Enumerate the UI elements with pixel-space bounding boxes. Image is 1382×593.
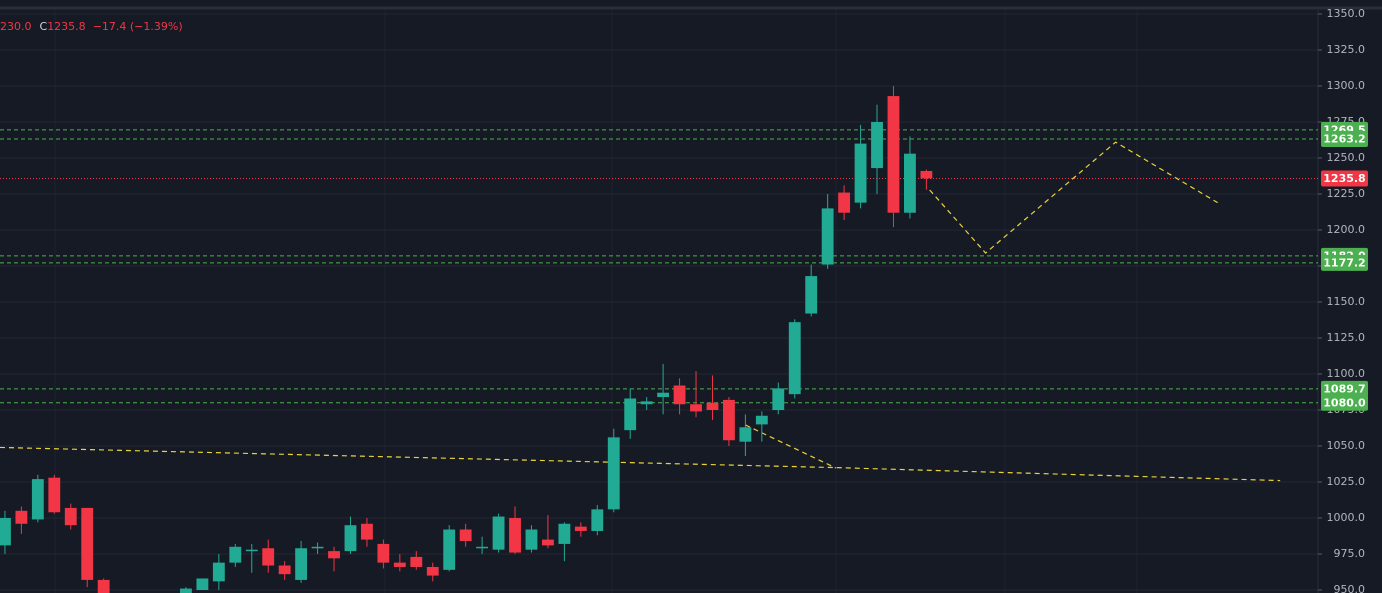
y-tick-label: 1200.0 bbox=[1327, 223, 1366, 236]
y-tick-label: 1350.0 bbox=[1327, 7, 1366, 20]
price-tag bbox=[1321, 170, 1368, 187]
y-tick-label: 975.0 bbox=[1334, 547, 1366, 560]
candle-body bbox=[755, 415, 768, 425]
ohlc-header: 230.0 C1235.8 −17.4 (−1.39%) bbox=[0, 20, 183, 33]
candle-body bbox=[97, 579, 110, 593]
candle-body bbox=[31, 479, 44, 520]
y-tick-label: 1250.0 bbox=[1327, 151, 1366, 164]
candle-body bbox=[673, 385, 686, 405]
candle-body bbox=[459, 529, 472, 542]
y-tick-label: 1325.0 bbox=[1327, 43, 1366, 56]
price-tag bbox=[1321, 130, 1368, 147]
price-tag bbox=[1321, 254, 1368, 271]
ohlc-text: 230.0 C1235.8 −17.4 (−1.39%) bbox=[0, 20, 183, 33]
candle-body bbox=[591, 509, 604, 531]
candle-body bbox=[525, 529, 538, 550]
candle-body bbox=[739, 427, 752, 442]
price-tag-label: 1080.0 bbox=[1323, 396, 1366, 409]
candle-body bbox=[443, 529, 456, 570]
candle-body bbox=[196, 578, 209, 590]
candle-body bbox=[542, 539, 554, 546]
candle-body bbox=[295, 548, 308, 580]
candle-body bbox=[838, 192, 851, 213]
y-tick-label: 1125.0 bbox=[1327, 331, 1366, 344]
candle-body bbox=[410, 556, 423, 567]
candle-body bbox=[476, 546, 489, 549]
candle-body bbox=[821, 208, 834, 265]
candle-body bbox=[887, 96, 900, 213]
candle-body bbox=[64, 507, 77, 526]
candle-body bbox=[262, 548, 275, 566]
y-tick-label: 1025.0 bbox=[1327, 475, 1366, 488]
candle-body bbox=[558, 523, 571, 544]
candle-body bbox=[624, 398, 637, 431]
candle-body bbox=[328, 551, 340, 559]
candle-body bbox=[920, 170, 933, 179]
candle-body bbox=[245, 549, 258, 552]
candle-body bbox=[48, 477, 61, 513]
price-tag bbox=[1321, 394, 1368, 411]
price-tag bbox=[1321, 380, 1368, 397]
candle-body bbox=[344, 525, 357, 552]
candle-body bbox=[492, 516, 505, 550]
candle-body bbox=[377, 543, 390, 563]
y-tick-label: 1100.0 bbox=[1327, 367, 1366, 380]
candle-body bbox=[278, 565, 291, 575]
y-tick-label: 950.0 bbox=[1334, 583, 1366, 593]
candle-body bbox=[706, 402, 719, 410]
candle-body bbox=[871, 122, 883, 169]
candle-body bbox=[212, 562, 225, 582]
candle-body bbox=[723, 399, 735, 441]
ohlc-part: C bbox=[40, 20, 48, 33]
candle-body bbox=[229, 546, 242, 563]
ohlc-part: 230.0 bbox=[0, 20, 32, 33]
y-tick-label: 1000.0 bbox=[1327, 511, 1366, 524]
candle-body bbox=[361, 523, 373, 540]
price-tag-label: 1263.2 bbox=[1323, 132, 1365, 145]
price-tag-label: 1089.7 bbox=[1323, 382, 1365, 395]
candle-body bbox=[607, 437, 620, 510]
price-axis: 950.0975.01000.01025.01050.01075.01100.0… bbox=[1318, 7, 1368, 593]
plot-area bbox=[0, 10, 1318, 593]
y-tick-label: 1150.0 bbox=[1327, 295, 1366, 308]
candle-body bbox=[772, 388, 785, 410]
y-tick-label: 1225.0 bbox=[1327, 187, 1366, 200]
ohlc-part: −17.4 (−1.39%) bbox=[93, 20, 183, 33]
candle-body bbox=[640, 401, 653, 405]
candle-body bbox=[426, 566, 439, 576]
candle-body bbox=[81, 507, 94, 580]
candle-body bbox=[0, 518, 11, 546]
candle-body bbox=[311, 546, 324, 549]
candle-body bbox=[15, 510, 28, 524]
candle-body bbox=[904, 153, 916, 213]
candle-body bbox=[180, 588, 192, 593]
candle-body bbox=[788, 322, 801, 395]
candle-body bbox=[393, 562, 406, 567]
y-tick-label: 1300.0 bbox=[1327, 79, 1366, 92]
ohlc-part: 1235.8 bbox=[47, 20, 86, 33]
candle-body bbox=[574, 526, 587, 531]
candle-body bbox=[854, 143, 867, 203]
y-tick-label: 1050.0 bbox=[1327, 439, 1366, 452]
candle-body bbox=[509, 518, 521, 553]
candle-body bbox=[690, 404, 702, 412]
candle-body bbox=[805, 276, 818, 314]
price-tag-label: 1177.2 bbox=[1323, 256, 1365, 269]
candle-body bbox=[657, 392, 670, 398]
trendline bbox=[745, 424, 837, 469]
price-tag-label: 1235.8 bbox=[1323, 172, 1365, 185]
